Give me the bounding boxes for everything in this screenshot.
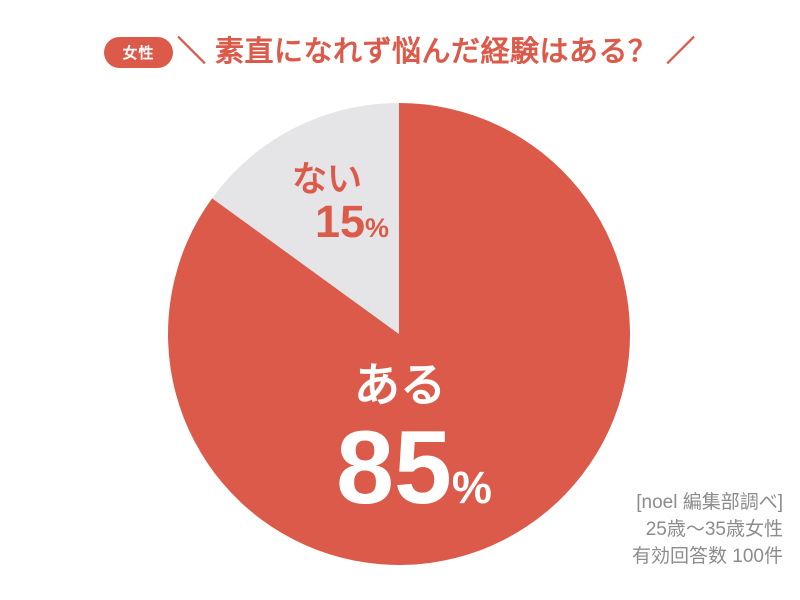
- female-badge: 女性: [104, 37, 173, 68]
- pie-value-yes-number: 85: [336, 410, 452, 526]
- source-note: [noel 編集部調べ] 25歳～35歳女性 有効回答数 100件: [632, 489, 783, 570]
- pie-slice-1: [212, 103, 399, 334]
- pie-label-no: ない: [291, 160, 363, 199]
- pie-value-no-unit: %: [365, 213, 390, 243]
- pie-value-yes: 85%: [336, 416, 492, 520]
- pie-value-no: 15%: [315, 199, 389, 244]
- pie-slice-0: [168, 103, 631, 566]
- pie-value-no-number: 15: [314, 196, 366, 247]
- chart-question-title: ＼ 素直になれず悩んだ経験はある？ ／: [177, 36, 696, 68]
- source-note-line: [noel 編集部調べ]: [636, 492, 783, 513]
- pie-value-yes-unit: %: [451, 462, 492, 513]
- source-note-line: 25歳～35歳女性: [645, 519, 783, 540]
- pie-label-yes: ある: [354, 359, 446, 411]
- source-note-line: 有効回答数 100件: [632, 546, 783, 567]
